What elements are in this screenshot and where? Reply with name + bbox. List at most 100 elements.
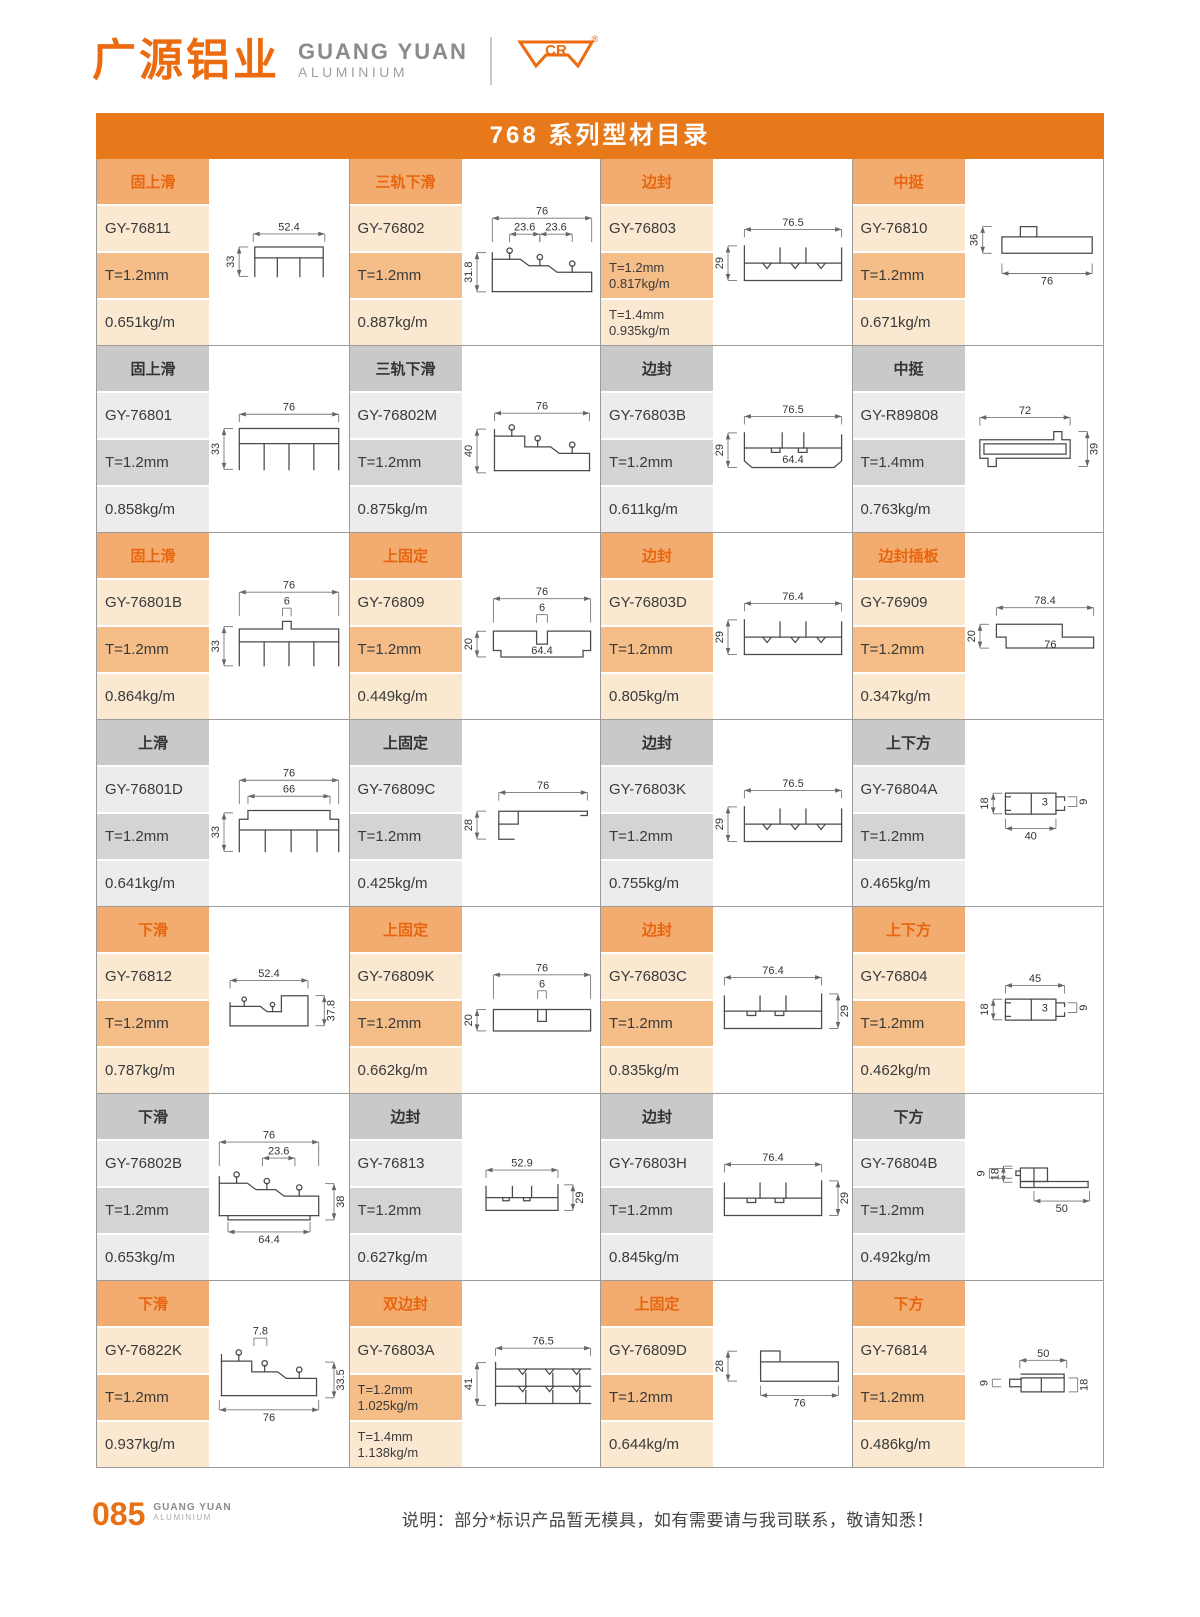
product-labels: 固上滑 GY-76811 T=1.2mm 0.651kg/m bbox=[97, 159, 209, 345]
svg-text:37.8: 37.8 bbox=[325, 1000, 337, 1021]
product-code: GY-76803 bbox=[601, 206, 713, 251]
product-category: 边封 bbox=[349, 1094, 462, 1139]
profile-drawing: 76 66 33 bbox=[209, 720, 349, 906]
product-cell: 边封插板 GY-76909 T=1.2mm 0.347kg/m 78.4 20 76 bbox=[851, 533, 1103, 719]
svg-text:50: 50 bbox=[1037, 1348, 1049, 1360]
product-code: GY-76803C bbox=[601, 954, 713, 999]
svg-text:CR: CR bbox=[545, 42, 567, 59]
product-category: 下滑 bbox=[97, 1094, 209, 1139]
product-weight: T=1.4mm 1.138kg/m bbox=[349, 1422, 462, 1467]
svg-text:50: 50 bbox=[1055, 1203, 1067, 1215]
footer-brand-sub: ALUMINIUM bbox=[153, 1513, 212, 1522]
product-thickness: T=1.2mm bbox=[852, 1375, 965, 1420]
product-code: GY-76804 bbox=[852, 954, 965, 999]
product-category: 三轨下滑 bbox=[349, 346, 462, 391]
svg-text:33: 33 bbox=[210, 443, 222, 455]
table-row: 下滑 GY-76822K T=1.2mm 0.937kg/m 7.8 33.5 76… bbox=[97, 1280, 1103, 1467]
product-code: GY-76803B bbox=[601, 393, 713, 438]
product-code: GY-76822K bbox=[97, 1328, 209, 1373]
profile-drawing: 76.4 29 bbox=[713, 907, 852, 1093]
product-code: GY-76802B bbox=[97, 1141, 209, 1186]
product-code: GY-76801D bbox=[97, 767, 209, 812]
svg-text:76: 76 bbox=[283, 402, 295, 414]
svg-text:76: 76 bbox=[283, 580, 295, 592]
product-labels: 边封 GY-76803H T=1.2mm 0.845kg/m bbox=[601, 1094, 713, 1280]
product-cell: 上固定 GY-76809K T=1.2mm 0.662kg/m 76 6 20 bbox=[348, 907, 600, 1093]
product-thickness: T=1.2mm bbox=[601, 627, 713, 672]
product-table: 固上滑 GY-76811 T=1.2mm 0.651kg/m 52.4 33 三轨… bbox=[96, 159, 1104, 1468]
product-code: GY-76804B bbox=[852, 1141, 965, 1186]
product-cell: 边封 GY-76803K T=1.2mm 0.755kg/m 76.5 29 bbox=[600, 720, 852, 906]
profile-drawing: 76 28 bbox=[461, 720, 600, 906]
product-cell: 中挺 GY-R89808 T=1.4mm 0.763kg/m 72 39 bbox=[851, 346, 1103, 532]
svg-text:76: 76 bbox=[1044, 639, 1056, 651]
product-cell: 双边封 GY-76803A T=1.2mm 1.025kg/m T=1.4mm … bbox=[348, 1281, 600, 1467]
product-weight: 0.887kg/m bbox=[349, 300, 462, 345]
logo-divider bbox=[489, 36, 492, 85]
product-cell: 上固定 GY-76809C T=1.2mm 0.425kg/m 76 28 bbox=[348, 720, 600, 906]
svg-text:76.5: 76.5 bbox=[782, 778, 803, 790]
logo-text-block: GUANG YUAN ALUMINIUM bbox=[298, 39, 468, 81]
svg-text:9: 9 bbox=[978, 1380, 990, 1386]
product-labels: 下滑 GY-76822K T=1.2mm 0.937kg/m bbox=[97, 1281, 209, 1467]
profile-drawing: 72 39 bbox=[964, 346, 1103, 532]
product-cell: 固上滑 GY-76811 T=1.2mm 0.651kg/m 52.4 33 bbox=[97, 159, 349, 345]
svg-text:20: 20 bbox=[463, 1014, 475, 1026]
svg-text:64.4: 64.4 bbox=[531, 645, 552, 657]
svg-text:6: 6 bbox=[284, 596, 290, 608]
svg-text:29: 29 bbox=[573, 1191, 585, 1203]
product-cell: 上下方 GY-76804A T=1.2mm 0.465kg/m 18 40 9 3 bbox=[851, 720, 1103, 906]
svg-text:33: 33 bbox=[225, 256, 237, 268]
product-thickness: T=1.2mm bbox=[852, 814, 965, 859]
svg-text:76.5: 76.5 bbox=[532, 1336, 553, 1348]
product-category: 上固定 bbox=[601, 1281, 713, 1326]
product-weight: 0.805kg/m bbox=[601, 674, 713, 719]
product-thickness: T=1.2mm bbox=[349, 627, 462, 672]
svg-text:18: 18 bbox=[989, 1168, 1001, 1180]
svg-text:7.8: 7.8 bbox=[253, 1326, 268, 1338]
product-category: 中挺 bbox=[852, 346, 965, 391]
footer-brand-name: GUANG YUAN bbox=[153, 1502, 232, 1513]
product-category: 边封 bbox=[601, 346, 713, 391]
profile-drawing: 78.4 20 76 bbox=[964, 533, 1103, 719]
svg-text:76.5: 76.5 bbox=[782, 404, 803, 416]
product-labels: 上下方 GY-76804A T=1.2mm 0.465kg/m bbox=[852, 720, 965, 906]
svg-text:76.5: 76.5 bbox=[782, 217, 803, 229]
table-row: 下滑 GY-76812 T=1.2mm 0.787kg/m 52.4 37.8 上… bbox=[97, 906, 1103, 1093]
svg-text:33.5: 33.5 bbox=[335, 1369, 347, 1390]
product-code: GY-76813 bbox=[349, 1141, 462, 1186]
product-thickness: T=1.2mm 1.025kg/m bbox=[349, 1375, 462, 1420]
product-code: GY-76802 bbox=[349, 206, 462, 251]
product-thickness: T=1.2mm bbox=[97, 627, 209, 672]
product-category: 边封 bbox=[601, 533, 713, 578]
footer-brand: GUANG YUAN ALUMINIUM bbox=[153, 1498, 231, 1522]
product-thickness: T=1.2mm bbox=[601, 440, 713, 485]
table-row: 下滑 GY-76802B T=1.2mm 0.653kg/m 76 23.6 38 6… bbox=[97, 1093, 1103, 1280]
svg-text:18: 18 bbox=[979, 1003, 991, 1015]
product-code: GY-76809K bbox=[349, 954, 462, 999]
product-weight: 0.627kg/m bbox=[349, 1235, 462, 1280]
svg-text:23.6: 23.6 bbox=[268, 1146, 289, 1158]
table-row: 固上滑 GY-76811 T=1.2mm 0.651kg/m 52.4 33 三轨… bbox=[97, 159, 1103, 345]
product-thickness: T=1.2mm bbox=[349, 1001, 462, 1046]
svg-text:52.4: 52.4 bbox=[278, 221, 299, 233]
svg-text:29: 29 bbox=[714, 631, 726, 643]
product-category: 三轨下滑 bbox=[349, 159, 462, 204]
product-thickness: T=1.2mm bbox=[97, 253, 209, 298]
product-cell: 固上滑 GY-76801B T=1.2mm 0.864kg/m 76 6 33 bbox=[97, 533, 349, 719]
svg-text:76: 76 bbox=[535, 401, 547, 413]
product-cell: 三轨下滑 GY-76802 T=1.2mm 0.887kg/m 76 23.6 23… bbox=[348, 159, 600, 345]
profile-drawing: 76 6 20 64.4 bbox=[461, 533, 600, 719]
product-cell: 三轨下滑 GY-76802M T=1.2mm 0.875kg/m 76 40 bbox=[348, 346, 600, 532]
product-labels: 固上滑 GY-76801B T=1.2mm 0.864kg/m bbox=[97, 533, 209, 719]
product-weight: 0.449kg/m bbox=[349, 674, 462, 719]
product-cell: 上滑 GY-76801D T=1.2mm 0.641kg/m 76 66 33 bbox=[97, 720, 349, 906]
product-labels: 中挺 GY-76810 T=1.2mm 0.671kg/m bbox=[852, 159, 965, 345]
svg-text:39: 39 bbox=[1088, 443, 1100, 455]
product-category: 下方 bbox=[852, 1094, 965, 1139]
profile-drawing: 76 6 20 bbox=[461, 907, 600, 1093]
profile-drawing: 18 40 9 3 bbox=[964, 720, 1103, 906]
svg-text:76: 76 bbox=[283, 768, 295, 780]
profile-drawing: 76.4 29 bbox=[713, 533, 852, 719]
product-labels: 下方 GY-76814 T=1.2mm 0.486kg/m bbox=[852, 1281, 965, 1467]
